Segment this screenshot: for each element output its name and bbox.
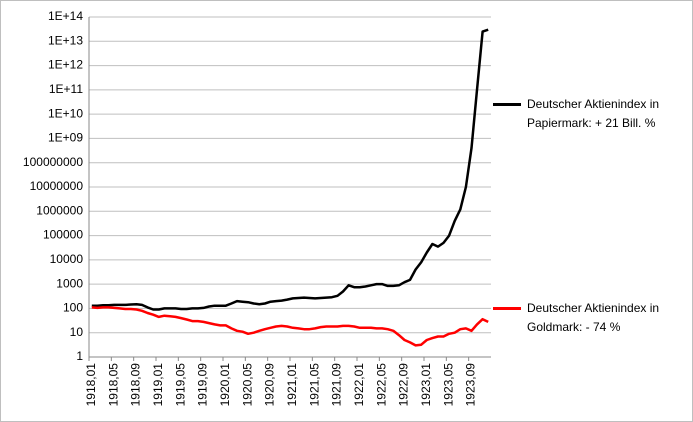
y-tick-label: 10000000	[30, 179, 84, 193]
legend-label: Deutscher Aktienindex in Papiermark: + 2…	[527, 97, 660, 130]
legend-swatch	[493, 103, 521, 106]
x-tick-label: 1922,05	[374, 363, 388, 407]
y-tick-label: 1E+09	[48, 131, 83, 145]
x-tick-label: 1919,05	[173, 363, 187, 407]
x-tick-label: 1923,05	[441, 363, 455, 407]
x-tick-label: 1919,09	[196, 363, 210, 407]
y-tick-label: 1E+13	[48, 33, 83, 47]
x-tick-label: 1918,01	[84, 363, 98, 407]
y-tick-label: 100000000	[23, 155, 83, 169]
y-tick-label: 10	[70, 325, 84, 339]
x-tick-label: 1920,01	[218, 363, 232, 407]
y-tick-label: 1	[76, 349, 83, 363]
y-tick-label: 100	[63, 301, 83, 315]
y-tick-label: 1000	[56, 276, 83, 290]
x-tick-label: 1923,01	[419, 363, 433, 407]
series-line	[91, 28, 489, 311]
x-tick-label: 1923,09	[464, 363, 478, 407]
legend-item: Deutscher Aktienindex in Goldmark: - 74 …	[493, 299, 683, 337]
legend-item: Deutscher Aktienindex in Papiermark: + 2…	[493, 95, 683, 133]
x-tick-label: 1921,05	[307, 363, 321, 407]
x-tick-label: 1922,09	[397, 363, 411, 407]
y-tick-label: 10000	[50, 252, 84, 266]
legend-swatch	[493, 307, 521, 310]
x-tick-label: 1921,01	[285, 363, 299, 407]
x-tick-label: 1919,01	[151, 363, 165, 407]
x-tick-label: 1918,09	[129, 363, 143, 407]
series-line	[91, 306, 489, 347]
x-tick-label: 1921,09	[330, 363, 344, 407]
y-tick-label: 1000000	[36, 203, 83, 217]
x-tick-label: 1922,01	[352, 363, 366, 407]
y-tick-label: 1E+14	[48, 9, 83, 23]
x-tick-label: 1920,05	[240, 363, 254, 407]
y-tick-label: 100000	[43, 228, 83, 242]
y-tick-label: 1E+12	[48, 58, 83, 72]
y-tick-label: 1E+11	[49, 82, 83, 96]
legend-label: Deutscher Aktienindex in Goldmark: - 74 …	[527, 301, 660, 334]
x-tick-label: 1920,09	[263, 363, 277, 407]
y-tick-label: 1E+10	[48, 106, 83, 120]
x-tick-label: 1918,05	[106, 363, 120, 407]
